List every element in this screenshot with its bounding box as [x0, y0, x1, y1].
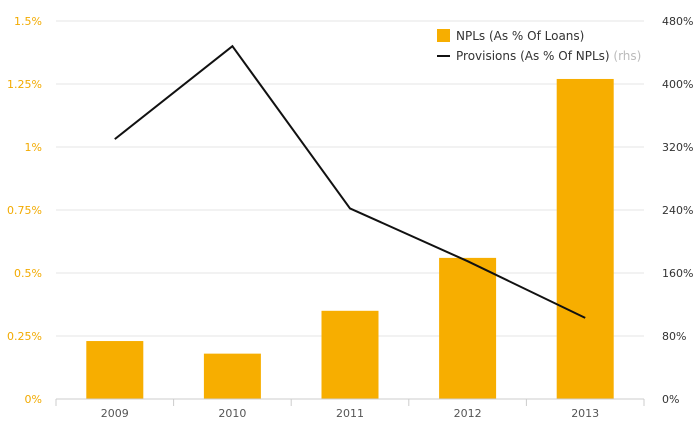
gridlines [56, 20, 644, 337]
bar [556, 78, 614, 400]
y-right-tick-label: 80% [662, 330, 686, 343]
legend-label-npl: NPLs (As % Of Loans) [456, 29, 584, 43]
y-left-tick-label: 1.25% [7, 78, 42, 91]
legend-swatch-npl [437, 29, 450, 42]
y-left-tick-label: 1.5% [14, 15, 42, 28]
y-right-tick-label: 480% [662, 15, 693, 28]
bar-series [86, 78, 614, 400]
y-right-tick-label: 0% [662, 393, 679, 406]
line-series [114, 44, 586, 319]
x-tick-label: 2010 [218, 407, 246, 420]
y-right-tick-label: 320% [662, 141, 693, 154]
y-left-tick-label: 0.5% [14, 267, 42, 280]
y-right-tick-label: 240% [662, 204, 693, 217]
y-left-tick-label: 1% [25, 141, 42, 154]
bar [86, 341, 144, 399]
x-tick-label: 2009 [101, 407, 129, 420]
legend-label-provisions-suffix: (rhs) [613, 49, 641, 63]
y-right-tick-label: 160% [662, 267, 693, 280]
legend-label-provisions: Provisions (As % Of NPLs) (rhs) [456, 49, 641, 63]
y-right-tick-label: 400% [662, 78, 693, 91]
legend-label-provisions-name: Provisions (As % Of NPLs) [456, 49, 610, 63]
legend: NPLs (As % Of Loans) Provisions (As % Of… [437, 29, 641, 63]
x-axis: 2009 2010 2011 2012 2013 [101, 407, 599, 420]
y-left-tick-label: 0.25% [7, 330, 42, 343]
left-y-axis: 0% 0.25% 0.5% 0.75% 1% 1.25% 1.5% [7, 15, 42, 406]
y-left-tick-label: 0.75% [7, 204, 42, 217]
axes [55, 398, 645, 406]
right-y-axis: 0% 80% 160% 240% 320% 400% 480% [662, 15, 693, 406]
x-tick-label: 2011 [336, 407, 364, 420]
bar [321, 310, 379, 399]
bar [203, 353, 261, 399]
x-tick-label: 2013 [571, 407, 599, 420]
y-left-tick-label: 0% [25, 393, 42, 406]
bar [439, 257, 497, 399]
x-tick-label: 2012 [454, 407, 482, 420]
provisions-line [114, 44, 586, 319]
